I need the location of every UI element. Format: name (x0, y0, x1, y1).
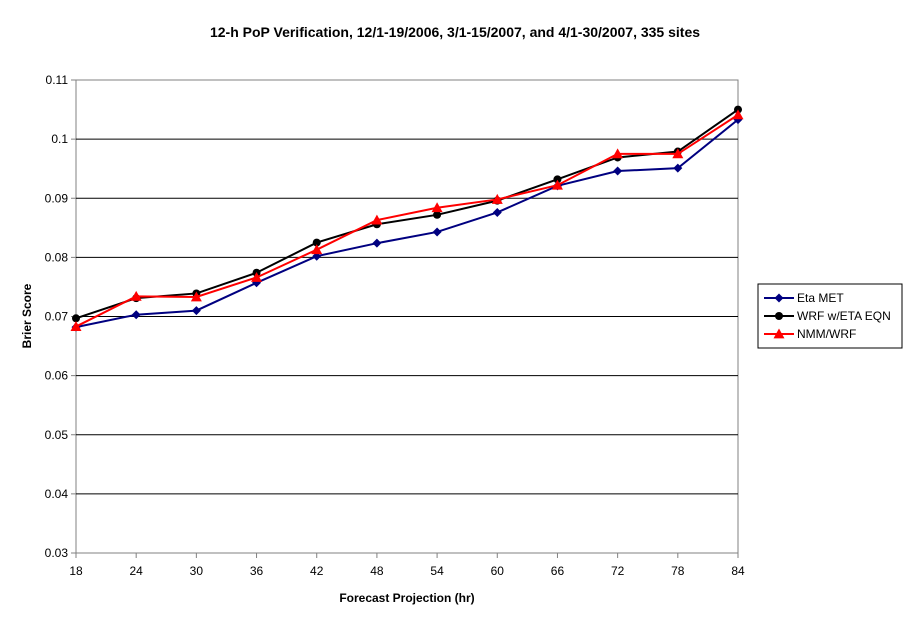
series-line (75, 108, 739, 320)
data-point-diamond (131, 310, 141, 320)
data-point-triangle (551, 179, 563, 190)
y-tick-label: 0.03 (45, 546, 69, 560)
data-point-circle (433, 210, 442, 219)
data-point-circle (775, 312, 783, 320)
legend-label: WRF w/ETA EQN (797, 309, 891, 323)
data-point-triangle (773, 328, 785, 339)
y-tick-label: 0.06 (45, 369, 69, 383)
x-tick-labels: 18 24 30 36 42 48 54 60 66 72 78 84 (69, 564, 745, 578)
series-line (75, 114, 739, 328)
data-point-diamond (613, 166, 623, 176)
y-axis-title: Brier Score (20, 283, 34, 348)
x-tick-label: 84 (731, 564, 745, 578)
data-point-triangle (431, 202, 443, 213)
x-tick-label: 36 (250, 564, 264, 578)
data-point-diamond (492, 207, 502, 217)
y-tick-labels: 0.03 0.04 0.05 0.06 0.07 0.08 0.09 0.1 0.11 (45, 73, 69, 560)
data-point-triangle (672, 148, 684, 159)
series-lines (70, 105, 744, 332)
series-line (75, 118, 739, 329)
x-axis-title: Forecast Projection (hr) (339, 591, 474, 605)
y-tick-label: 0.04 (45, 487, 69, 501)
data-point-triangle (190, 291, 202, 302)
legend: Eta MET WRF w/ETA EQN NMM/WRF (757, 283, 903, 349)
y-tick-label: 0.07 (45, 310, 69, 324)
data-point-triangle (371, 214, 383, 225)
data-point-triangle (491, 193, 503, 204)
legend-label: Eta MET (797, 291, 844, 305)
data-point-triangle (251, 271, 263, 282)
x-tick-label: 48 (370, 564, 384, 578)
x-tick-label: 42 (310, 564, 324, 578)
data-point-triangle (612, 148, 624, 159)
x-tick-label: 18 (69, 564, 83, 578)
y-tick-label: 0.11 (46, 73, 69, 87)
data-point-triangle (70, 321, 82, 331)
x-tick-label: 66 (551, 564, 565, 578)
x-tick-label: 72 (611, 564, 625, 578)
data-point-diamond (432, 227, 442, 237)
x-tick-label: 30 (190, 564, 204, 578)
data-point-triangle (732, 109, 744, 120)
legend-label: NMM/WRF (797, 327, 856, 341)
chart-title: 12-h PoP Verification, 12/1-19/2006, 3/1… (210, 24, 700, 40)
x-tick-label: 60 (491, 564, 505, 578)
y-tick-label: 0.1 (51, 132, 68, 146)
data-point-diamond (774, 293, 784, 303)
data-point-diamond (191, 306, 201, 316)
x-tick-label: 78 (671, 564, 685, 578)
data-point-triangle (311, 244, 323, 255)
gridlines (71, 79, 739, 558)
data-point-diamond (372, 238, 382, 248)
data-point-circle (553, 175, 562, 184)
data-point-triangle (130, 290, 142, 301)
y-tick-label: 0.08 (45, 250, 69, 264)
y-tick-label: 0.05 (45, 428, 69, 442)
y-tick-label: 0.09 (45, 191, 69, 205)
x-tick-label: 54 (430, 564, 444, 578)
data-point-circle (72, 314, 80, 323)
data-point-circle (312, 238, 321, 247)
data-point-diamond (673, 163, 683, 173)
x-tick-label: 24 (130, 564, 144, 578)
